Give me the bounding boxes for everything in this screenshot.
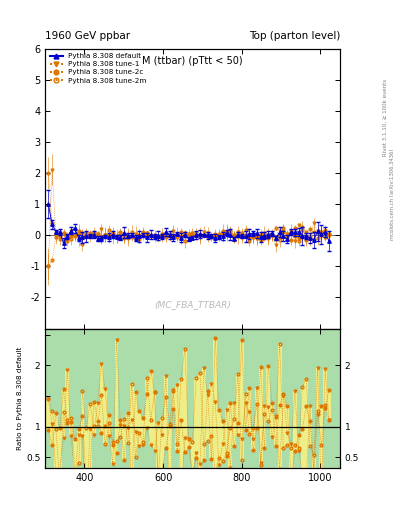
Text: (MC_FBA_TTBAR): (MC_FBA_TTBAR) xyxy=(154,300,231,309)
Text: 1960 GeV ppbar: 1960 GeV ppbar xyxy=(45,31,130,41)
Text: Rivet 3.1.10, ≥ 100k events: Rivet 3.1.10, ≥ 100k events xyxy=(383,79,387,156)
Text: M (ttbar) (pTtt < 50): M (ttbar) (pTtt < 50) xyxy=(142,56,243,66)
Y-axis label: Ratio to Pythia 8.308 default: Ratio to Pythia 8.308 default xyxy=(17,347,23,450)
Text: Top (parton level): Top (parton level) xyxy=(248,31,340,41)
Text: mcplots.cern.ch [arXiv:1306.3436]: mcplots.cern.ch [arXiv:1306.3436] xyxy=(390,149,393,240)
Legend: Pythia 8.308 default, Pythia 8.308 tune-1, Pythia 8.308 tune-2c, Pythia 8.308 tu: Pythia 8.308 default, Pythia 8.308 tune-… xyxy=(47,50,150,87)
